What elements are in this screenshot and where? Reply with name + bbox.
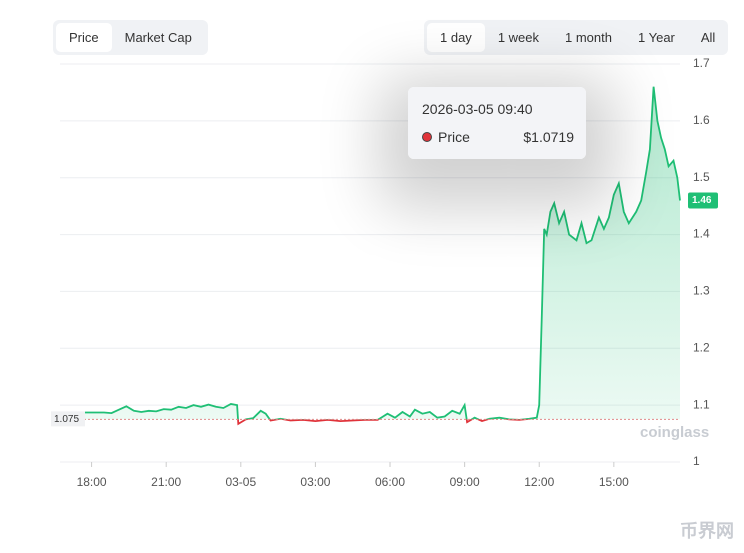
tooltip-dot (422, 132, 432, 142)
tab[interactable]: Price (56, 23, 112, 52)
baseline-badge (51, 411, 85, 427)
x-tick-label: 15:00 (599, 475, 629, 489)
y-tick-label: 1.5 (693, 170, 710, 184)
x-tick-label: 18:00 (77, 475, 107, 489)
tab[interactable]: All (700, 30, 716, 45)
watermark: coinglass (640, 424, 709, 441)
tab[interactable]: 1 Year (638, 30, 675, 45)
tab[interactable]: 1 week (497, 30, 540, 45)
x-tick-label: 03:00 (300, 475, 330, 489)
tooltip-value: $1.0719 (523, 129, 574, 145)
current-badge (688, 192, 718, 209)
y-tick-label: 1.6 (693, 113, 710, 127)
tab[interactable]: 1 month (565, 30, 612, 45)
tab[interactable]: 1 day (427, 23, 485, 52)
price-area (60, 86, 680, 420)
x-tick-label: 12:00 (524, 475, 554, 489)
y-tick-label: 1 (693, 454, 700, 468)
metric-tabs: Price Market Cap (53, 20, 208, 55)
tab[interactable]: Market Cap (124, 30, 192, 45)
x-tick-label: 06:00 (375, 475, 405, 489)
current-label: 1.46 (692, 195, 712, 206)
x-tick-label: 21:00 (151, 475, 181, 489)
price-line-up (60, 86, 681, 420)
tooltip-name: Price (438, 129, 470, 145)
y-tick-label: 1.2 (693, 340, 710, 354)
tooltip: 2026-03-05 09:40 Price $1.0719 (408, 87, 586, 159)
y-tick-label: 1.1 (693, 397, 710, 411)
y-tick-label: 1.4 (693, 227, 710, 241)
baseline-label: 1.075 (54, 414, 79, 425)
logo: 币界网 (680, 521, 734, 541)
x-tick-label: 09:00 (450, 475, 480, 489)
y-tick-label: 1.7 (693, 56, 710, 70)
x-tick-label: 03-05 (225, 475, 256, 489)
y-tick-label: 1.3 (693, 284, 710, 298)
range-tabs: 1 day 1 week 1 month 1 Year All (424, 20, 729, 55)
tooltip-time: 2026-03-05 09:40 (422, 101, 533, 117)
